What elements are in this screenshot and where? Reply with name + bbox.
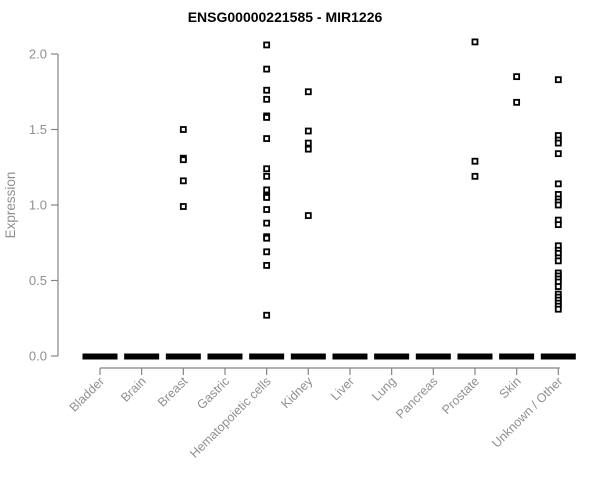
x-category-label: Unknown / Other [489,374,565,450]
y-axis-label: Expression [3,172,18,239]
data-point [263,311,271,319]
data-point [179,203,187,210]
zero-expression-cluster [290,353,326,360]
data-point [304,145,312,153]
data-point [304,212,312,219]
data-point [304,127,312,135]
data-point [554,76,562,84]
data-point [263,95,271,103]
data-points-layer [82,38,576,360]
data-point [179,177,187,185]
zero-expression-cluster [499,353,535,360]
data-point [263,194,271,201]
data-point [471,38,479,46]
data-point [179,126,187,133]
y-tick-label: 0.0 [29,349,47,364]
data-point [179,156,187,164]
data-point [263,172,271,180]
data-point [471,172,479,180]
zero-expression-cluster [249,353,285,360]
zero-expression-cluster [540,353,576,360]
data-point [554,257,562,265]
chart-title: ENSG00000221585 - MIR1226 [188,9,383,25]
x-category-label: Liver [328,374,357,403]
data-point [263,206,271,213]
data-point [554,180,562,188]
data-point [554,201,562,209]
zero-expression-cluster [82,353,118,360]
y-tick-label: 0.5 [29,273,47,288]
zero-expression-cluster [332,353,368,360]
data-point [304,88,312,96]
zero-expression-cluster [457,353,493,360]
data-point [263,65,271,73]
x-category-label: Bladder [67,374,107,414]
zero-expression-cluster [165,353,201,360]
x-category-label: Prostate [439,374,482,417]
data-point [554,221,562,229]
x-category-label: Breast [155,374,191,410]
data-point [513,98,521,106]
axes: 0.0 0.5 1.0 1.5 2.0 [29,47,560,375]
data-point [263,186,271,194]
data-point [471,157,479,165]
x-category-label: Gastric [194,374,232,412]
zero-expression-cluster [415,353,451,360]
data-point [263,114,271,121]
data-point [513,73,521,81]
data-point [263,234,271,242]
data-point [263,165,271,173]
data-point [554,150,562,158]
zero-expression-cluster [207,353,243,360]
x-category-label: Skin [497,374,524,401]
x-category-label: Kidney [279,374,316,411]
y-tick-label: 1.0 [29,198,47,213]
data-point [263,86,271,94]
data-point [554,305,562,313]
x-category-label: Lung [369,374,399,404]
x-category-label: Hematopoietic cells [187,374,274,461]
data-point [263,248,271,256]
data-point [263,261,271,269]
zero-expression-cluster [374,353,410,360]
data-point [263,135,271,142]
data-point [263,41,271,49]
data-point [554,139,562,147]
data-point [263,219,271,227]
x-category-label: Brain [118,374,149,405]
data-point [304,139,312,147]
x-category-label: Pancreas [393,374,440,421]
y-tick-label: 2.0 [29,47,47,62]
zero-expression-cluster [124,353,160,360]
data-point [554,283,562,290]
y-tick-label: 1.5 [29,122,47,137]
